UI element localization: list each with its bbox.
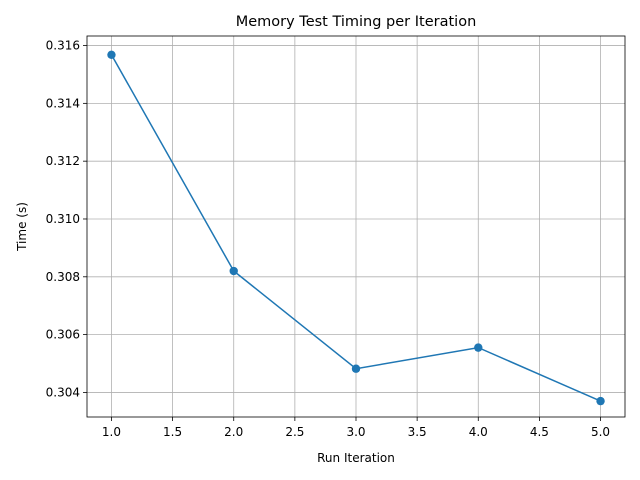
y-tick-label: 0.316	[46, 39, 80, 53]
y-tick-label: 0.312	[46, 154, 80, 168]
y-tick-label: 0.314	[46, 96, 80, 110]
ticks: 1.0 1.5 2.0 2.5 3.0 3.5 4.0 4.5 5.0 0.304 0.306 0.3…	[46, 39, 610, 439]
y-tick-label: 0.304	[46, 385, 80, 399]
data-point	[351, 364, 361, 373]
y-tick-label: 0.308	[46, 270, 80, 284]
x-tick-label: 2.0	[224, 425, 243, 439]
chart-title: Memory Test Timing per Iteration	[236, 14, 477, 30]
x-tick-label: 2.5	[285, 425, 304, 439]
x-tick-label: 1.5	[163, 425, 182, 439]
x-axis-label: Run Iteration	[317, 451, 395, 465]
grid	[87, 36, 625, 417]
y-tick-label: 0.306	[46, 328, 80, 342]
x-tick-label: 4.5	[530, 425, 549, 439]
data-point	[229, 266, 238, 276]
data-point	[107, 50, 116, 59]
y-tick-label: 0.310	[46, 212, 80, 226]
data-point	[474, 343, 483, 352]
x-tick-label: 4.0	[469, 425, 488, 439]
x-tick-label: 1.0	[102, 425, 121, 439]
x-tick-label: 3.5	[408, 425, 427, 439]
series-layer	[107, 50, 605, 406]
x-tick-label: 5.0	[591, 425, 610, 439]
y-axis-label: Time (s)	[15, 202, 29, 252]
x-tick-label: 3.0	[346, 425, 365, 439]
data-point	[596, 396, 605, 406]
